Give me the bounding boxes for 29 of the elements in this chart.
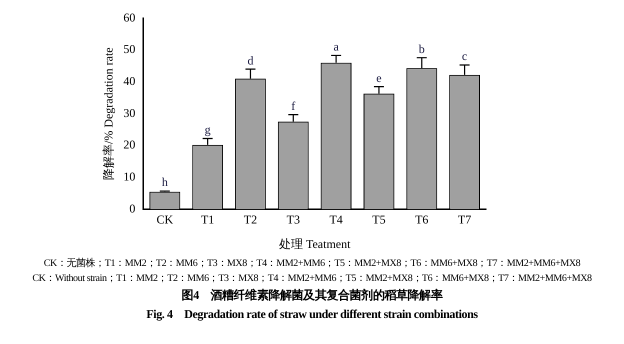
y-axis-title: 降解率/% Degradation rate bbox=[101, 47, 116, 180]
y-tick-label: 0 bbox=[129, 201, 136, 216]
y-tick-label: 50 bbox=[123, 42, 136, 56]
annotation: e bbox=[376, 70, 382, 85]
x-tick-label: T5 bbox=[372, 212, 386, 227]
text: 图4 酒糟纤维素降解菌及其复合菌剂的稻草降解率 bbox=[180, 288, 444, 303]
x-tick-label: T7 bbox=[458, 212, 472, 227]
y-tick-label: 30 bbox=[123, 106, 136, 120]
x-axis-title: 处理 Teatment bbox=[278, 236, 352, 251]
annotation: d bbox=[247, 53, 254, 68]
annotation: b bbox=[418, 42, 425, 56]
text: CK：Without strain；T1：MM2；T2：MM6；T3：MX8；T4：MM2+MM6；T5：MM2+MX8；T6：MM6+MX8；T7：MM2+MM6+MX8 bbox=[31, 272, 593, 286]
x-tick-label: T1 bbox=[200, 212, 214, 227]
x-tick-label: CK bbox=[156, 212, 174, 227]
x-tick-label: T6 bbox=[415, 212, 428, 227]
x-tick-label: T2 bbox=[244, 212, 258, 227]
text: CK：无菌株；T1：MM2；T2：MM6；T3：MX8；T4：MM2+MM6；T5：MM2+MX8；T6：MM6+MX8；T7：MM2+MM6+MX8 bbox=[42, 256, 582, 271]
text: Fig. 4 Degradation rate of straw under different strain combinations bbox=[145, 307, 479, 322]
y-tick-label: 60 bbox=[123, 10, 136, 24]
x-tick-label: T3 bbox=[286, 212, 300, 227]
y-tick-label: 20 bbox=[123, 138, 136, 152]
annotation: g bbox=[204, 122, 211, 137]
y-tick-label: 40 bbox=[123, 74, 136, 88]
y-tick-label: 10 bbox=[123, 170, 136, 184]
annotation: h bbox=[162, 175, 168, 190]
annotation: c bbox=[462, 49, 468, 64]
annotation: f bbox=[291, 98, 296, 113]
annotation: a bbox=[333, 40, 340, 54]
x-tick-label: T4 bbox=[329, 212, 343, 227]
